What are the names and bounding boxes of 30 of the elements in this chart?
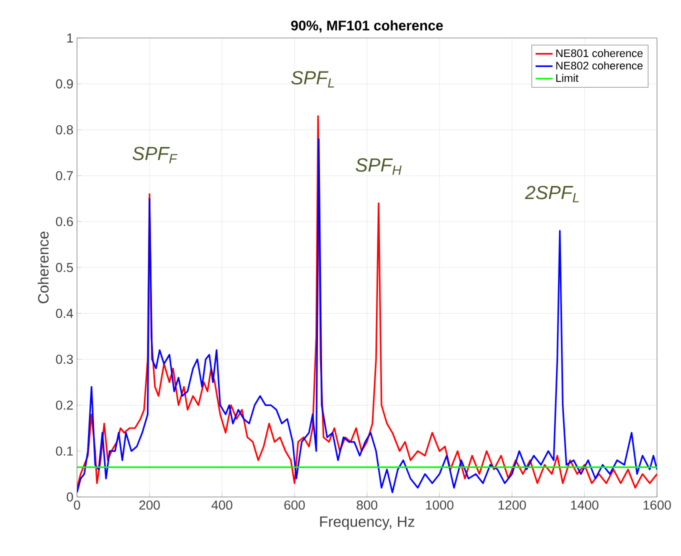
y-axis-title: Coherence — [38, 232, 49, 304]
annotation: 2SPF$_{L}$ — [524, 186, 579, 202]
x-tick-label: 1600 — [644, 500, 671, 510]
legend-label: NE802 coherence — [556, 61, 643, 70]
chart-title: 90%, MF101 coherence — [291, 20, 443, 32]
x-tick-label: 1200 — [498, 500, 526, 510]
x-tick-label: 800 — [356, 500, 378, 510]
y-tick-label: 0.5 — [56, 262, 73, 272]
y-tick-label: 0.1 — [56, 446, 73, 456]
annotation: SPF$_{H}$ — [356, 158, 402, 175]
x-tick-label: 0 — [74, 500, 80, 510]
annotation: SPF$_{L}$ — [291, 71, 334, 88]
x-tick-label: 1400 — [571, 500, 598, 510]
y-tick-label: 1 — [67, 34, 73, 42]
x-tick-label: 200 — [139, 500, 160, 510]
y-tick-label: 0.4 — [56, 308, 74, 318]
y-tick-label: 0.2 — [56, 400, 73, 410]
y-tick-label: 0.9 — [56, 79, 73, 88]
legend-label: Limit — [556, 74, 578, 82]
x-tick-label: 600 — [284, 500, 305, 510]
y-tick-label: 0.7 — [56, 171, 73, 180]
y-tick-label: 0.8 — [56, 125, 73, 134]
y-tick-label: 0.6 — [56, 216, 73, 226]
y-tick-label: 0 — [66, 492, 73, 502]
legend-label: NE801 coherence — [556, 49, 643, 58]
x-tick-label: 400 — [212, 500, 232, 510]
y-tick-label: 0.3 — [56, 354, 73, 364]
annotation: SPF$_{F}$ — [132, 146, 178, 164]
x-tick-label: 1000 — [426, 500, 454, 510]
x-axis-title: Frequency, Hz — [320, 516, 414, 530]
